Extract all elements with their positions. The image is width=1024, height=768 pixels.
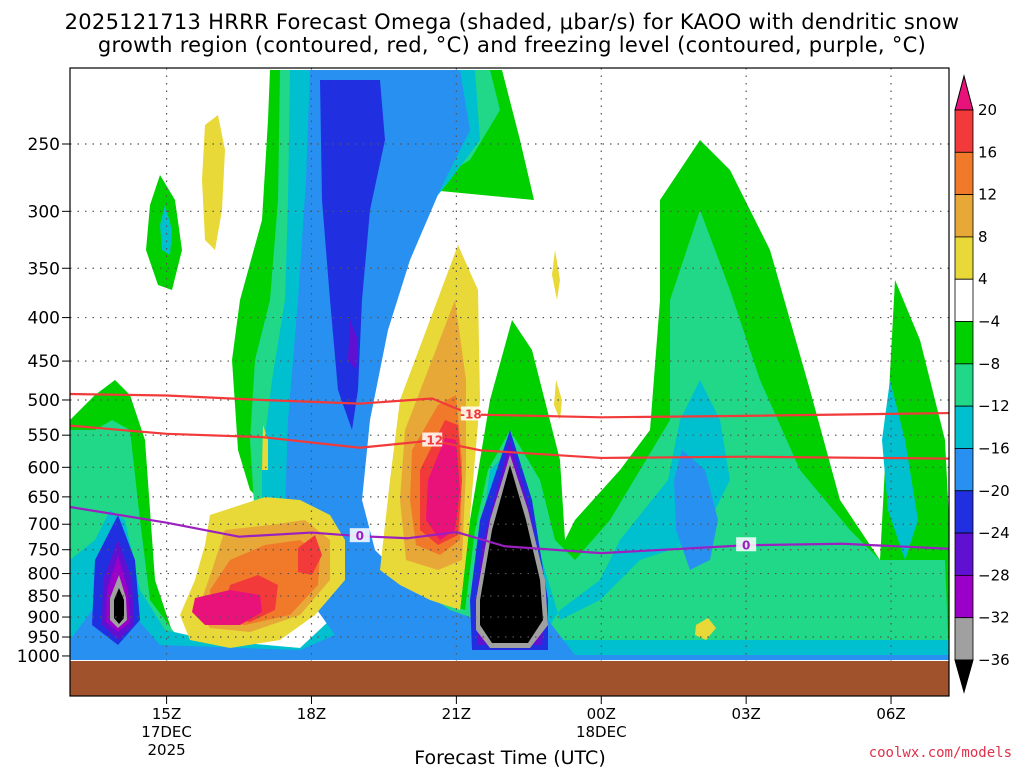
xtick-label-00Z: 00Z: [587, 705, 616, 723]
ytick-label-400: 400: [28, 309, 60, 329]
plot-frame: [69, 67, 950, 697]
colorbar-label-2: 12: [978, 186, 997, 204]
colorbar-label-12: −32: [978, 609, 1010, 627]
colorbar-band-13: [954, 617, 974, 661]
ytick-label-600: 600: [28, 458, 60, 478]
contour-label-0-1: 0: [742, 538, 750, 552]
temperature-contours: -18 -12 0 0: [70, 392, 949, 555]
colorbar-label-8: −16: [978, 439, 1010, 457]
chart-title-line2: growth region (contoured, red, °C) and f…: [98, 33, 926, 57]
colorbar-band-12: [954, 574, 974, 619]
xtick-label-03Z: 03Z: [731, 705, 760, 723]
omega-region-minus24-b: [348, 320, 358, 370]
omega-region-plus4: [202, 115, 225, 250]
ytick-label-850: 850: [28, 587, 60, 607]
colorbar-label-10: −24: [978, 524, 1010, 542]
colorbar-label-6: −8: [978, 355, 1000, 373]
ground-surface: [70, 661, 949, 696]
contour-label-bg-0-1: [736, 537, 757, 552]
colorbar-label-4: 4: [978, 270, 988, 288]
xtick-sublabel-00Z: 18DEC: [576, 723, 627, 741]
omega-region-minus20: [320, 80, 385, 430]
contour-label-0-0: 0: [356, 529, 364, 543]
xtick-label-15Z: 15Z: [152, 705, 181, 723]
colorbar-band-8: [954, 405, 974, 449]
contour-label-bg--18-0: [460, 406, 481, 421]
contour-line-0: [70, 505, 949, 555]
colorbar-band-1: [954, 109, 974, 153]
ytick-label-950: 950: [28, 628, 60, 648]
colorbar-label-7: −12: [978, 397, 1010, 415]
source-credit: coolwx.com/models: [869, 745, 1012, 761]
colorbar-band-9: [954, 448, 974, 492]
xtick-sublabel-15Z: 17DEC: [141, 723, 192, 741]
xtick-label-06Z: 06Z: [876, 705, 905, 723]
omega-region-plus4-e: [552, 250, 560, 300]
ytick-label-700: 700: [28, 515, 60, 535]
ytick-label-300: 300: [28, 202, 60, 222]
colorbar-label-0: 20: [978, 101, 997, 119]
colorbar-label-9: −20: [978, 482, 1010, 500]
contour-label--18-0: -18: [460, 407, 482, 421]
contour-label-bg-0-0: [349, 528, 370, 543]
y-axis-ticks: 2503003504004505005506006507007508008509…: [17, 135, 70, 667]
omega-region-plus16-c: [298, 535, 322, 575]
ytick-label-550: 550: [28, 426, 60, 446]
contour-line--18: [70, 392, 949, 419]
omega-region-plus20: [192, 590, 262, 625]
omega-region-minus36-b: [480, 465, 543, 643]
ytick-label-250: 250: [28, 135, 60, 155]
ytick-label-500: 500: [28, 391, 60, 411]
colorbar-top-arrow: [954, 74, 974, 111]
omega-region-minus12-b: [160, 205, 172, 255]
ytick-label-800: 800: [28, 565, 60, 585]
ytick-label-750: 750: [28, 541, 60, 561]
xtick-year-15Z: 2025: [147, 741, 185, 759]
xtick-label-21Z: 21Z: [442, 705, 471, 723]
colorbar-band-2: [954, 151, 974, 196]
omega-region-minus16-b: [674, 450, 718, 570]
colorbar-label-3: 8: [978, 228, 988, 246]
colorbar-label-11: −28: [978, 566, 1010, 584]
ytick-label-900: 900: [28, 608, 60, 628]
colorbar-band-5: [954, 278, 974, 322]
omega-region-minus36: [114, 588, 124, 624]
omega-region-plus4-g: [695, 618, 716, 640]
colorbar-band-7: [954, 363, 974, 407]
colorbar-bottom-arrow: [954, 659, 974, 694]
x-axis-label: Forecast Time (UTC): [414, 747, 605, 768]
colorbar-label-5: −4: [978, 313, 1000, 331]
colorbar-band-10: [954, 490, 974, 534]
omega-shading: [70, 70, 949, 660]
colorbar-label-1: 16: [978, 143, 997, 161]
colorbar-band-4: [954, 236, 974, 280]
contour-label--12-0: -12: [421, 434, 443, 448]
omega-region-minus12-c: [882, 380, 918, 560]
xtick-label-18Z: 18Z: [297, 705, 326, 723]
omega-region-plus20-b: [426, 438, 460, 540]
ytick-label-1000: 1000: [17, 647, 60, 667]
ytick-label-450: 450: [28, 352, 60, 372]
colorbar-band-6: [954, 321, 974, 365]
chart-title-line1: 2025121713 HRRR Forecast Omega (shaded, …: [65, 10, 960, 34]
colorbar-band-11: [954, 532, 974, 576]
ytick-label-350: 350: [28, 259, 60, 279]
colorbar-band-3: [954, 194, 974, 238]
colorbar-label-13: −36: [978, 651, 1010, 669]
colorbar: 20 16 12 8 4 −4 −8 −12 −16 −20 −24 −28 −32 −36: [954, 74, 1010, 694]
contour-label-bg--12-0: [422, 432, 443, 447]
ytick-label-650: 650: [28, 488, 60, 508]
